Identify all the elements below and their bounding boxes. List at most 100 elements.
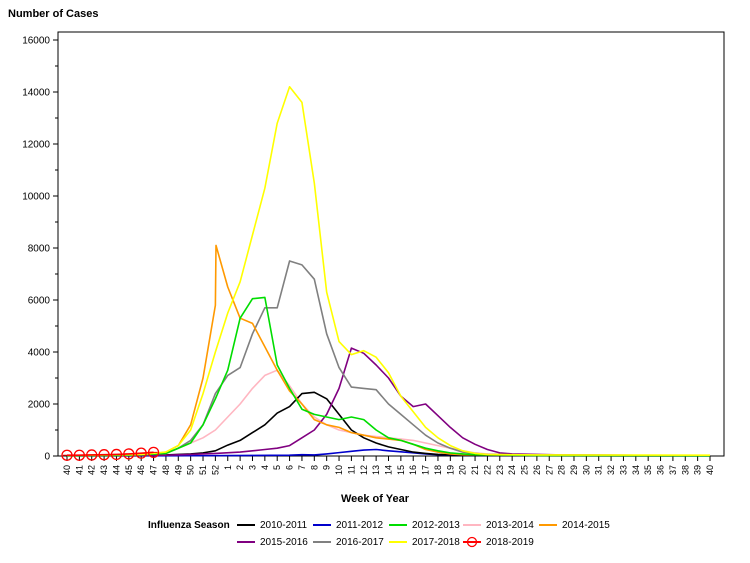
x-tick-label: 44 <box>111 465 121 475</box>
legend-item-2010-2011: 2010-2011 <box>236 518 307 532</box>
x-tick-label: 33 <box>618 465 628 475</box>
x-tick-label: 20 <box>458 465 468 475</box>
x-tick-label: 24 <box>507 465 517 475</box>
x-tick-label: 42 <box>87 465 97 475</box>
series-marker-2018-2019 <box>86 449 98 461</box>
legend-label: 2017-2018 <box>412 536 460 548</box>
x-tick-label: 15 <box>396 465 406 475</box>
x-tick-label: 14 <box>384 465 394 475</box>
legend-item-2018-2019: 2018-2019 <box>462 535 534 549</box>
legend-label: 2012-2013 <box>412 519 460 531</box>
legend-label: 2010-2011 <box>260 519 308 531</box>
series-marker-2018-2019 <box>135 447 147 459</box>
legend-label: 2018-2019 <box>486 536 534 548</box>
x-tick-label: 10 <box>334 465 344 475</box>
legend-item-2013-2014: 2013-2014 <box>462 518 534 532</box>
x-tick-label: 6 <box>285 465 295 470</box>
x-tick-label: 11 <box>346 465 356 474</box>
legend-swatch <box>237 541 255 543</box>
legend-item-2017-2018: 2017-2018 <box>388 535 460 549</box>
series-marker-2018-2019 <box>147 446 160 459</box>
legend-swatch <box>237 524 255 526</box>
x-tick-label: 51 <box>198 465 208 475</box>
x-tick-label: 16 <box>408 465 418 475</box>
legend-swatch <box>313 541 331 543</box>
legend-swatch <box>463 524 481 526</box>
y-tick-label: 6000 <box>28 296 51 307</box>
series-line-2015-2016 <box>66 347 711 457</box>
legend-item-2011-2012: 2011-2012 <box>312 518 383 532</box>
legend-item-2014-2015: 2014-2015 <box>538 518 610 532</box>
x-tick-label: 22 <box>482 465 492 475</box>
y-tick-label: 14000 <box>22 88 50 99</box>
legend-swatch <box>389 541 407 543</box>
legend-swatch <box>313 524 331 526</box>
legend-item-2012-2013: 2012-2013 <box>388 518 460 532</box>
legend-item-2015-2016: 2015-2016 <box>236 535 308 549</box>
series-marker-2018-2019 <box>98 449 110 461</box>
series-marker-2018-2019 <box>123 448 135 460</box>
x-tick-label: 46 <box>136 465 146 475</box>
legend-swatch <box>389 524 407 526</box>
x-tick-label: 3 <box>247 465 257 470</box>
series-marker-2018-2019 <box>73 449 86 461</box>
legend-title: Influenza Season <box>148 520 230 531</box>
x-tick-label: 1 <box>223 465 233 470</box>
x-tick-label: 9 <box>322 465 332 470</box>
x-tick-label: 47 <box>149 465 159 475</box>
x-tick-label: 34 <box>631 465 641 475</box>
x-tick-label: 50 <box>186 465 196 475</box>
x-tick-label: 2 <box>235 465 245 470</box>
x-tick-label: 32 <box>606 465 616 475</box>
x-tick-label: 40 <box>705 465 715 475</box>
y-tick-label: 16000 <box>22 36 50 47</box>
x-tick-label: 18 <box>433 465 443 475</box>
y-tick-label: 12000 <box>22 140 50 151</box>
series-line-2010-2011 <box>66 391 711 457</box>
series-marker-2018-2019 <box>61 449 73 461</box>
y-tick-label: 2000 <box>28 400 51 411</box>
series-marker-2018-2019 <box>110 448 123 461</box>
x-tick-label: 25 <box>520 465 530 475</box>
x-tick-label: 19 <box>445 465 455 475</box>
plot-frame <box>57 31 725 457</box>
x-tick-label: 41 <box>74 465 84 475</box>
x-tick-label: 49 <box>173 465 183 475</box>
x-tick-label: 43 <box>99 465 109 475</box>
series-line-2016-2017 <box>66 260 711 457</box>
y-axis-label: Number of Cases <box>8 8 99 20</box>
legend-swatch-marker <box>466 536 478 548</box>
x-tick-label: 26 <box>532 465 542 475</box>
y-tick-label: 0 <box>44 452 50 463</box>
legend-label: 2013-2014 <box>486 519 534 531</box>
series-line-2014-2015 <box>66 244 711 457</box>
x-tick-label: 35 <box>643 465 653 475</box>
series-line-2013-2014 <box>66 369 711 457</box>
x-tick-label: 7 <box>297 465 307 470</box>
x-tick-label: 28 <box>557 465 567 475</box>
x-tick-label: 38 <box>680 465 690 475</box>
x-tick-label: 36 <box>656 465 666 475</box>
y-tick-label: 10000 <box>22 192 50 203</box>
x-tick-label: 40 <box>62 465 72 475</box>
x-tick-label: 21 <box>470 465 480 475</box>
x-tick-label: 27 <box>544 465 554 475</box>
x-tick-label: 45 <box>124 465 134 475</box>
legend-label: 2011-2012 <box>336 519 384 531</box>
series-line-2017-2018 <box>66 86 711 457</box>
legend-label: 2014-2015 <box>562 519 610 531</box>
x-tick-label: 52 <box>210 465 220 475</box>
x-tick-label: 8 <box>309 465 319 470</box>
y-tick-label: 8000 <box>28 244 51 255</box>
legend-swatch <box>463 536 481 548</box>
series-line-2012-2013 <box>66 296 711 457</box>
x-tick-label: 30 <box>581 465 591 475</box>
legend-item-2016-2017: 2016-2017 <box>312 535 384 549</box>
legend-label: 2016-2017 <box>336 536 384 548</box>
y-axis: 0 2000 4000 6000 8000 10000 12000 14000 16000 <box>22 36 58 463</box>
series-layer <box>61 86 711 461</box>
x-axis-label: Week of Year <box>340 493 410 505</box>
x-tick-label: 12 <box>359 465 369 475</box>
x-axis: 40 41 42 43 44 45 46 47 48 49 50 51 52 1 2 3 4 5 6 7 8 9 10 11 1… <box>62 456 715 475</box>
